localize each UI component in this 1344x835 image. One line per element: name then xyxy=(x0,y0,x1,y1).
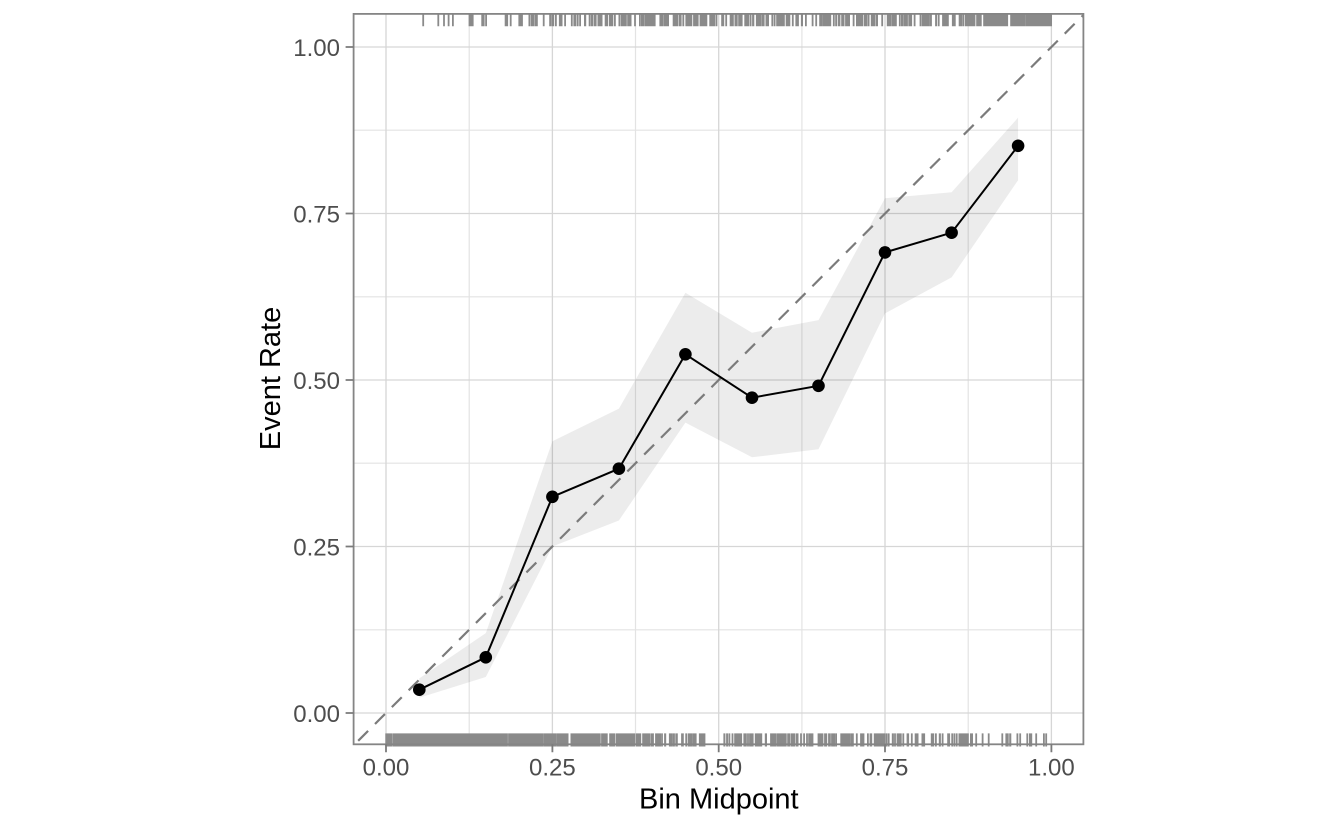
svg-text:0.75: 0.75 xyxy=(293,201,340,228)
svg-text:0.75: 0.75 xyxy=(862,755,909,782)
svg-text:0.00: 0.00 xyxy=(293,701,340,728)
svg-text:0.25: 0.25 xyxy=(529,755,576,782)
svg-text:Event Rate: Event Rate xyxy=(255,307,287,450)
svg-text:0.25: 0.25 xyxy=(293,534,340,561)
svg-text:Bin Midpoint: Bin Midpoint xyxy=(639,784,799,816)
svg-text:0.00: 0.00 xyxy=(363,755,410,782)
svg-text:1.00: 1.00 xyxy=(1028,755,1075,782)
svg-text:1.00: 1.00 xyxy=(293,35,340,62)
svg-text:0.50: 0.50 xyxy=(695,755,742,782)
svg-text:0.50: 0.50 xyxy=(293,368,340,395)
